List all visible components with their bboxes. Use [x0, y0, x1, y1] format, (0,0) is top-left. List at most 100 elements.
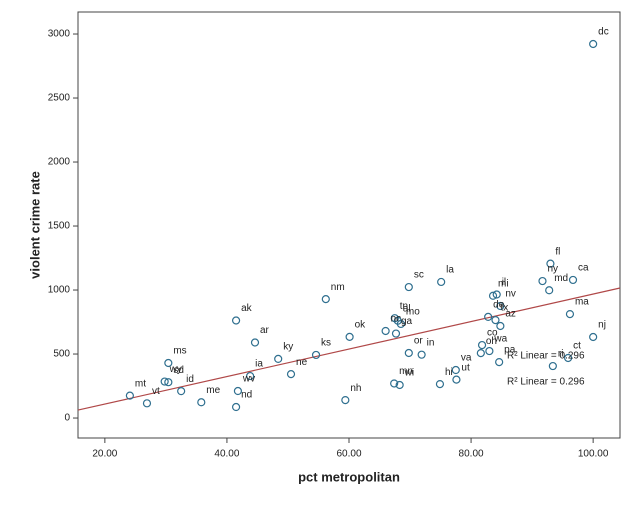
y-tick-label: 1500: [48, 221, 71, 232]
point-label: ny: [547, 264, 558, 275]
point: [538, 276, 547, 286]
point: [437, 277, 446, 287]
point-label: mt: [135, 378, 146, 389]
point: [589, 39, 598, 49]
point: [495, 357, 504, 367]
point-label: ga: [401, 316, 413, 327]
x-tick-label: 80.00: [459, 449, 484, 460]
point-label: ut: [461, 362, 470, 373]
point-label: al: [403, 303, 411, 314]
point-label: ok: [355, 320, 367, 331]
point-label: wy: [169, 364, 182, 375]
point: [568, 275, 578, 285]
point: [274, 354, 283, 363]
point-label: ca: [578, 263, 589, 274]
point: [177, 387, 186, 396]
x-axis-label: pct metropolitan: [298, 469, 400, 484]
point-label: ar: [260, 325, 270, 336]
point-label: ri: [558, 349, 564, 360]
fit-annotation: R² Linear = 0.296: [507, 351, 585, 362]
point: [491, 316, 500, 325]
point: [477, 340, 487, 350]
plot-area: [77, 11, 621, 439]
point: [548, 361, 557, 371]
point: [341, 396, 350, 405]
point-label: mo: [406, 307, 420, 318]
point-label: ct: [573, 341, 581, 352]
point-label: sc: [414, 270, 424, 281]
point: [164, 358, 173, 368]
point-label: mi: [498, 278, 509, 289]
point: [546, 259, 555, 268]
point-label: de: [493, 300, 505, 311]
point-label: sd: [173, 365, 184, 376]
point-label: or: [414, 336, 424, 347]
point-label: ky: [283, 342, 293, 353]
y-tick-label: 500: [53, 349, 70, 360]
point-label: tn: [400, 301, 408, 312]
point-label: wa: [493, 334, 507, 345]
point: [484, 312, 493, 322]
point-label: nh: [350, 383, 361, 394]
point-label: la: [446, 265, 454, 276]
x-tick-label: 40.00: [214, 449, 239, 460]
point: [452, 375, 461, 384]
point: [488, 291, 498, 300]
point: [435, 380, 445, 389]
point: [197, 398, 206, 407]
point: [125, 391, 134, 400]
point: [564, 353, 573, 363]
point: [404, 348, 413, 358]
y-tick-label: 3000: [48, 29, 71, 40]
point: [390, 379, 399, 388]
point-label: va: [461, 353, 472, 364]
point-label: md: [554, 273, 568, 284]
point: [545, 286, 554, 295]
point-label: nd: [241, 390, 252, 401]
point: [476, 349, 485, 358]
point-label: hi: [445, 367, 453, 378]
y-tick-label: 0: [64, 413, 70, 424]
point-label: tx: [500, 303, 508, 314]
point: [391, 329, 401, 338]
point-label: pa: [504, 345, 516, 356]
point: [286, 370, 296, 379]
point: [381, 326, 390, 336]
point: [231, 402, 241, 412]
fit-line: [77, 287, 621, 411]
point: [395, 380, 404, 390]
point: [231, 316, 241, 325]
point-label: az: [505, 309, 516, 320]
point: [404, 282, 413, 292]
point-label: ak: [241, 303, 253, 314]
point-label: wv: [242, 374, 255, 385]
point: [345, 332, 354, 341]
point: [496, 301, 505, 311]
point: [164, 378, 173, 387]
y-tick-label: 1000: [48, 285, 71, 296]
x-tick-label: 20.00: [92, 449, 117, 460]
point: [396, 319, 405, 329]
point: [496, 321, 505, 331]
x-tick-label: 60.00: [336, 449, 361, 460]
point-label: ia: [255, 359, 263, 370]
point: [485, 346, 494, 356]
point: [451, 365, 460, 375]
point-label: ma: [575, 297, 589, 308]
point: [417, 350, 426, 359]
point: [565, 309, 575, 319]
point-label: nv: [505, 289, 516, 300]
point: [311, 350, 321, 360]
point-label: id: [186, 374, 194, 385]
point-label: nj: [598, 320, 606, 331]
point-label: in: [427, 337, 435, 348]
point-label: mn: [399, 366, 413, 377]
point-label: fl: [555, 246, 560, 257]
y-axis-label: violent crime rate: [27, 171, 42, 279]
point-label: ms: [173, 346, 186, 357]
point: [250, 338, 260, 347]
point-label: ks: [321, 338, 331, 349]
point-label: ne: [296, 357, 308, 368]
point-label: dc: [598, 27, 609, 38]
